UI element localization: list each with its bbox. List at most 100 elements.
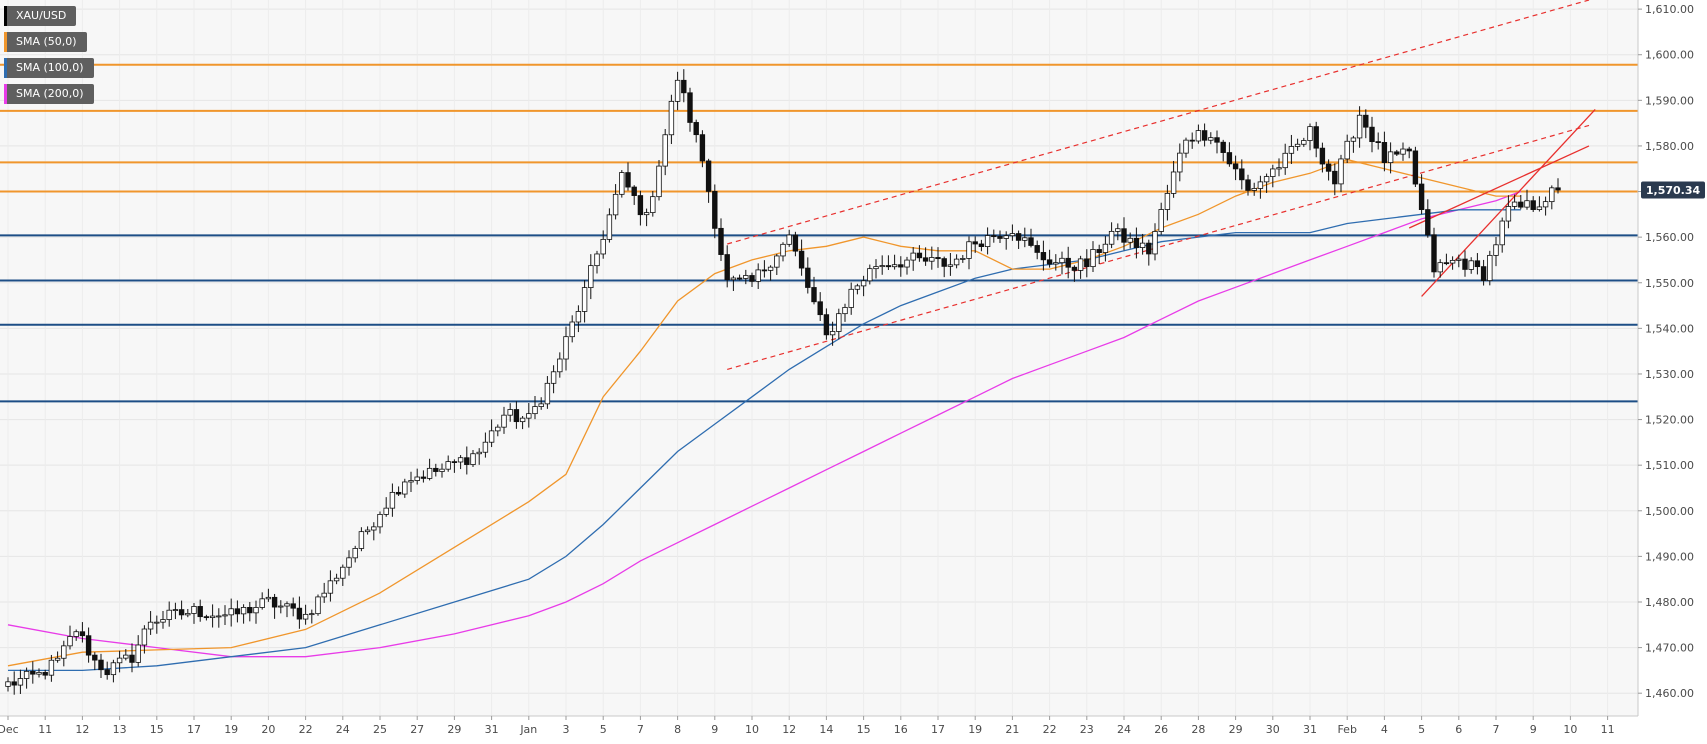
legend-xauusd[interactable]: XAU/USD — [4, 6, 77, 26]
x-tick-label: 13 — [113, 723, 127, 736]
last-price-marker: 1,570.34 — [1641, 181, 1705, 199]
x-tick-label: 4 — [1381, 723, 1388, 736]
candle-body — [1239, 168, 1245, 181]
x-tick-label: 20 — [261, 723, 275, 736]
candle-body — [129, 654, 135, 663]
candle-body — [594, 253, 600, 267]
x-tick-label: 31 — [1303, 723, 1317, 736]
candle-body — [1133, 237, 1140, 248]
candle-body — [854, 285, 861, 290]
x-tick-label: 9 — [711, 723, 718, 736]
legend-label-sma100: SMA (100,0) — [16, 61, 84, 74]
legend-sma100[interactable]: SMA (100,0) — [4, 58, 94, 78]
candle-body — [1170, 171, 1177, 194]
horizontal-levels — [0, 63, 1638, 403]
candle-body — [631, 186, 637, 196]
candle-body — [402, 481, 408, 495]
candle-body — [290, 603, 296, 609]
x-tick-label: 17 — [187, 723, 201, 736]
candle-body — [377, 513, 383, 528]
candle-body — [526, 413, 532, 419]
legend-label-xauusd: XAU/USD — [16, 9, 67, 22]
x-tick-label: 29 — [447, 723, 461, 736]
legend-sma200[interactable]: SMA (200,0) — [4, 84, 94, 104]
candle-body — [457, 457, 464, 463]
x-tick-label: Jan — [519, 723, 537, 736]
candle-body — [209, 615, 216, 619]
candle-body — [1493, 244, 1499, 256]
candle-body — [371, 526, 377, 531]
candle-body — [433, 467, 439, 472]
candle-body — [346, 557, 352, 568]
x-tick-label: 26 — [1154, 723, 1168, 736]
candle-body — [1536, 206, 1543, 210]
y-tick-label: 1,600.00 — [1645, 49, 1694, 62]
candle-body — [873, 266, 879, 270]
legend-swatch-sma50 — [4, 32, 7, 52]
candle-body — [600, 238, 606, 255]
candle-body — [736, 277, 743, 280]
candle-body — [395, 491, 402, 495]
candle-body — [1369, 126, 1375, 143]
y-tick-label: 1,610.00 — [1645, 3, 1694, 16]
candle-body — [420, 476, 427, 479]
candle-body — [1505, 206, 1512, 222]
candle-body — [1022, 237, 1028, 241]
candle-body — [575, 311, 582, 323]
candle-body — [1257, 181, 1264, 189]
candle-body — [464, 457, 470, 465]
candle-body — [662, 134, 668, 167]
candle-body — [829, 331, 836, 336]
x-tick-label: 12 — [782, 723, 796, 736]
candle-body — [1431, 234, 1437, 273]
candle-body — [1468, 260, 1474, 270]
candle-body — [693, 122, 699, 136]
candle-body — [879, 265, 885, 268]
sma-200-line — [7, 190, 1522, 658]
y-tick-label: 1,460.00 — [1645, 687, 1694, 700]
candle-body — [1437, 262, 1443, 273]
candle-body — [544, 382, 551, 405]
candle-body — [606, 214, 613, 240]
candle-body — [532, 406, 538, 415]
candle-body — [172, 609, 179, 612]
candle-body — [749, 275, 755, 282]
candles — [5, 69, 1561, 695]
candle-body — [383, 507, 389, 515]
candle-body — [953, 258, 960, 266]
candle-body — [1301, 140, 1307, 145]
candle-body — [1003, 235, 1009, 239]
candle-body — [891, 264, 898, 268]
candle-body — [414, 476, 420, 481]
candle-body — [1195, 130, 1202, 142]
candle-body — [718, 227, 724, 255]
last-price-label: 1,570.34 — [1646, 184, 1701, 197]
candle-body — [79, 631, 86, 637]
candle-body — [557, 358, 563, 373]
x-tick-label: 25 — [373, 723, 387, 736]
candle-body — [786, 234, 792, 245]
legend-sma50[interactable]: SMA (50,0) — [4, 32, 87, 52]
candle-body — [1375, 141, 1381, 144]
candle-body — [302, 613, 309, 620]
candle-body — [228, 608, 234, 616]
candle-body — [687, 92, 693, 123]
candle-body — [1288, 146, 1295, 154]
y-tick-label: 1,510.00 — [1645, 459, 1694, 472]
candle-body — [439, 468, 445, 472]
candle-body — [1313, 126, 1319, 149]
wedge-line — [1408, 145, 1590, 229]
candle-body — [1363, 114, 1369, 128]
candle-body — [203, 616, 210, 619]
candle-body — [1177, 152, 1183, 173]
candle-body — [1332, 170, 1338, 185]
candle-body — [333, 577, 340, 582]
x-tick-label: 5 — [600, 723, 607, 736]
y-tick-label: 1,580.00 — [1645, 140, 1694, 153]
candle-body — [991, 235, 997, 237]
candle-body — [1071, 266, 1078, 271]
candle-body — [1059, 257, 1065, 264]
candle-body — [104, 669, 110, 676]
candle-body — [612, 193, 619, 216]
